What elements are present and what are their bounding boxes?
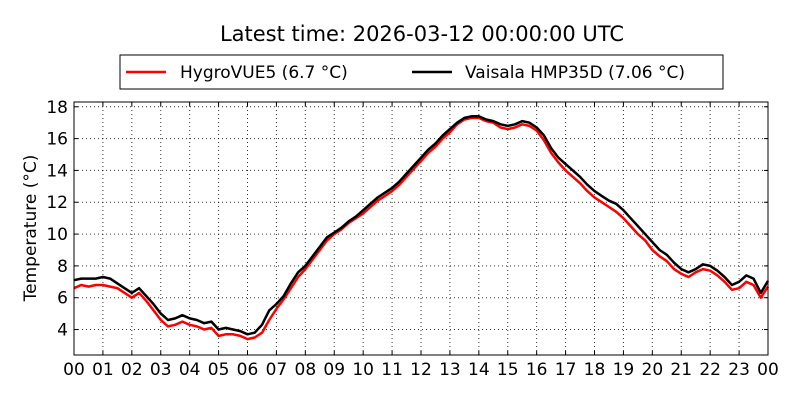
y-tick-label: 14: [46, 161, 68, 181]
series-line-vaisala: [73, 115, 770, 336]
y-tick-label: 6: [57, 289, 68, 309]
y-axis-label: Temperature (°C): [21, 155, 41, 303]
y-tick-label: 8: [57, 257, 68, 277]
x-tick-label: 19: [613, 360, 635, 380]
x-tick-label: 09: [323, 360, 345, 380]
x-tick-label: 06: [237, 360, 259, 380]
x-tick-label: 11: [381, 360, 403, 380]
y-tick-label: 10: [46, 225, 68, 245]
x-tick-label: 05: [208, 360, 230, 380]
x-tick-label: 08: [295, 360, 317, 380]
y-tick-label: 12: [46, 193, 68, 213]
y-tick-label: 4: [57, 321, 68, 341]
x-tick-label: 18: [584, 360, 606, 380]
x-tick-label: 04: [179, 360, 201, 380]
x-tick-label: 23: [728, 360, 750, 380]
y-tick-label: 18: [46, 98, 68, 118]
chart-title: Latest time: 2026-03-12 00:00:00 UTC: [220, 22, 624, 46]
x-tick-label: 02: [121, 360, 143, 380]
x-tick-label: 16: [526, 360, 548, 380]
x-tick-label: 10: [352, 360, 374, 380]
x-tick-label: 03: [150, 360, 172, 380]
x-tick-label: 00: [757, 360, 779, 380]
x-tick-label: 13: [439, 360, 461, 380]
x-tick-label: 14: [468, 360, 490, 380]
legend: HygroVUE5 (6.7 °C) Vaisala HMP35D (7.06 …: [119, 54, 724, 90]
legend-label-hygrovue5: HygroVUE5 (6.7 °C): [180, 63, 348, 83]
legend-label-vaisala: Vaisala HMP35D (7.06 °C): [465, 63, 685, 83]
series-line-hygrovue5: [73, 116, 770, 341]
y-tick-label: 16: [46, 130, 68, 150]
x-tick-label: 12: [410, 360, 432, 380]
x-tick-label: 15: [497, 360, 519, 380]
x-tick-label: 17: [555, 360, 577, 380]
ticks: [73, 102, 769, 355]
x-tick-label: 20: [642, 360, 664, 380]
x-tick-label: 22: [699, 360, 721, 380]
series-layer: [73, 115, 770, 341]
x-tick-label: 00: [63, 360, 85, 380]
x-tick-label: 21: [670, 360, 692, 380]
tick-labels: 00 01 02 03 04 05 06 07 08 09 10 11 12 13 14 15 16 17 18 19…: [46, 98, 778, 380]
x-tick-label: 01: [92, 360, 114, 380]
x-tick-label: 07: [266, 360, 288, 380]
